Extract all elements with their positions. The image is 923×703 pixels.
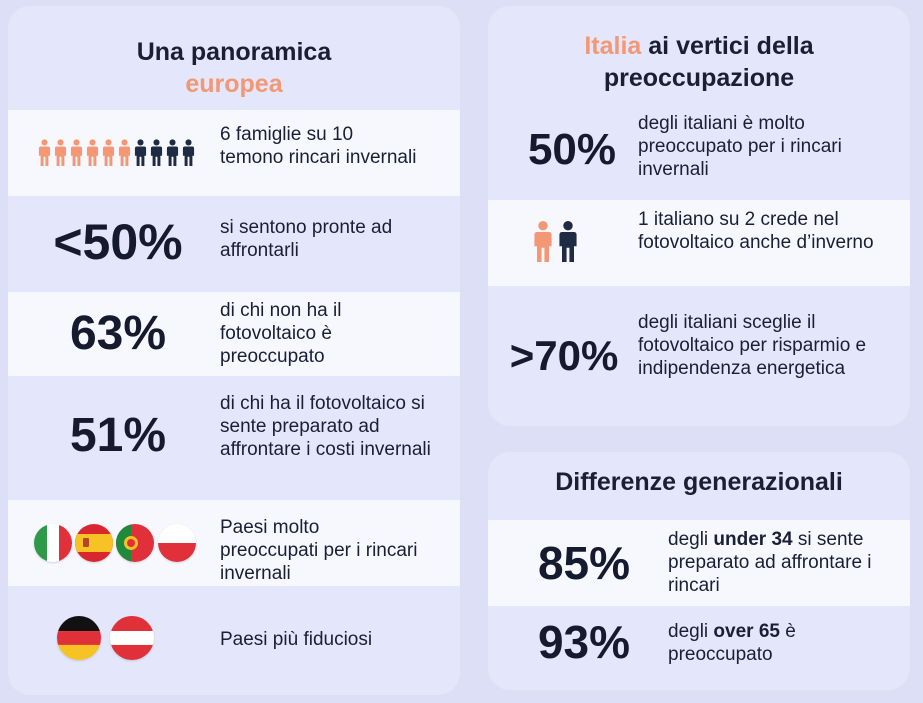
people-icon-group-italy <box>533 220 578 269</box>
europe-row-with-pv-value: 51% <box>69 409 167 462</box>
europe-title-line2: europea <box>185 70 283 98</box>
people-icon-group <box>38 139 195 172</box>
europe-row-confident-countries-text: Paesi più fiduciosi <box>220 629 373 650</box>
person-icon-highlighted <box>70 139 83 172</box>
europe-row-with-pv: 51% di chi ha il fotovoltaico si sente p… <box>8 376 460 500</box>
person-icon-highlighted <box>102 139 115 172</box>
europe-row-families: 6 famiglie su 10 temono rincari invernal… <box>8 110 460 196</box>
gen-row-over65: 93% degli over 65 è preoccupato <box>488 606 910 690</box>
person-icon-highlighted <box>54 139 67 172</box>
italy-title-accent: Italia <box>584 32 642 60</box>
gen-row-over65-pre: degli <box>668 621 714 642</box>
gen-row-under34-value: 85% <box>537 537 631 589</box>
italy-flag-icon <box>34 524 72 562</box>
europe-row-worried-countries-text: Paesi molto preoccupati per i rincari in… <box>220 517 418 584</box>
person-icon-highlighted <box>86 139 99 172</box>
person-icon <box>558 220 578 269</box>
gen-row-under34-bold: under 34 <box>713 529 793 550</box>
europe-row-with-pv-text: di chi ha il fotovoltaico si sente prepa… <box>220 393 431 460</box>
generations-card: Differenze generazionali 85% degli under… <box>488 452 910 690</box>
italy-row-belief-text: 1 italiano su 2 crede nel fotovoltaico a… <box>638 209 874 253</box>
europe-row-no-pv-text: di chi non ha il fotovoltaico è preoccup… <box>220 300 342 367</box>
italy-row-belief: 1 italiano su 2 crede nel fotovoltaico a… <box>488 200 910 286</box>
italy-row-worried: 50% degli italiani è molto preoccupato p… <box>488 106 910 200</box>
europe-row-worried-countries: Paesi molto preoccupati per i rincari in… <box>8 500 460 586</box>
gen-row-under34-text: degli under 34 si sente preparato ad aff… <box>668 528 904 597</box>
germany-flag-icon <box>57 616 101 660</box>
gen-row-over65-bold: over 65 <box>713 621 780 642</box>
person-icon-highlighted <box>38 139 51 172</box>
italy-row-choice: >70% degli italiani sceglie il fotovolta… <box>488 286 910 426</box>
italy-title-rest: ai vertici della <box>641 32 814 60</box>
europe-title-line1: Una panoramica <box>136 38 332 66</box>
europe-row-ready-text: si sentono pronte ad affrontarli <box>220 217 393 261</box>
italy-title: Italia ai vertici della preoccupazione <box>488 30 910 94</box>
gen-row-over65-text: degli over 65 è preoccupato <box>668 620 904 666</box>
gen-row-under34: 85% degli under 34 si sente preparato ad… <box>488 520 910 606</box>
europe-row-confident-countries: Paesi più fiduciosi <box>8 586 460 695</box>
gen-row-over65-post: è preoccupato <box>668 621 796 665</box>
person-icon <box>182 139 195 172</box>
europe-card: Una panoramica europea 6 famiglie su 10 … <box>8 6 460 695</box>
person-icon-highlighted <box>118 139 131 172</box>
europe-row-ready-value: <50% <box>53 214 183 270</box>
italy-row-worried-value: 50% <box>527 125 617 174</box>
italy-card: Italia ai vertici della preoccupazione 5… <box>488 6 910 426</box>
europe-row-families-text: 6 famiglie su 10 temono rincari invernal… <box>220 124 417 168</box>
italy-title-line2: preoccupazione <box>603 64 795 92</box>
europe-row-no-pv: 63% di chi non ha il fotovoltaico è preo… <box>8 292 460 376</box>
europe-row-ready: <50% si sentono pronte ad affrontarli <box>8 196 460 292</box>
italy-row-worried-text: degli italiani è molto preoccupato per i… <box>638 113 842 180</box>
europe-row-no-pv-value: 63% <box>69 307 167 360</box>
italy-row-choice-text: degli italiani sceglie il fotovoltaico p… <box>638 312 867 379</box>
austria-flag-icon <box>110 616 154 660</box>
portugal-flag-icon <box>116 524 154 562</box>
person-icon <box>166 139 179 172</box>
gen-row-under34-pre: degli <box>668 529 714 550</box>
gen-row-under34-post: si sente preparato ad affrontare i rinca… <box>668 529 872 596</box>
poland-flag-icon <box>158 524 196 562</box>
gen-row-over65-value: 93% <box>537 616 631 668</box>
person-icon <box>150 139 163 172</box>
spain-flag-icon <box>75 524 113 562</box>
europe-title: Una panoramica europea <box>8 36 460 100</box>
person-icon-highlighted <box>533 220 553 269</box>
italy-row-choice-value: >70% <box>509 332 619 379</box>
generations-title: Differenze generazionali <box>555 468 843 496</box>
person-icon <box>134 139 147 172</box>
